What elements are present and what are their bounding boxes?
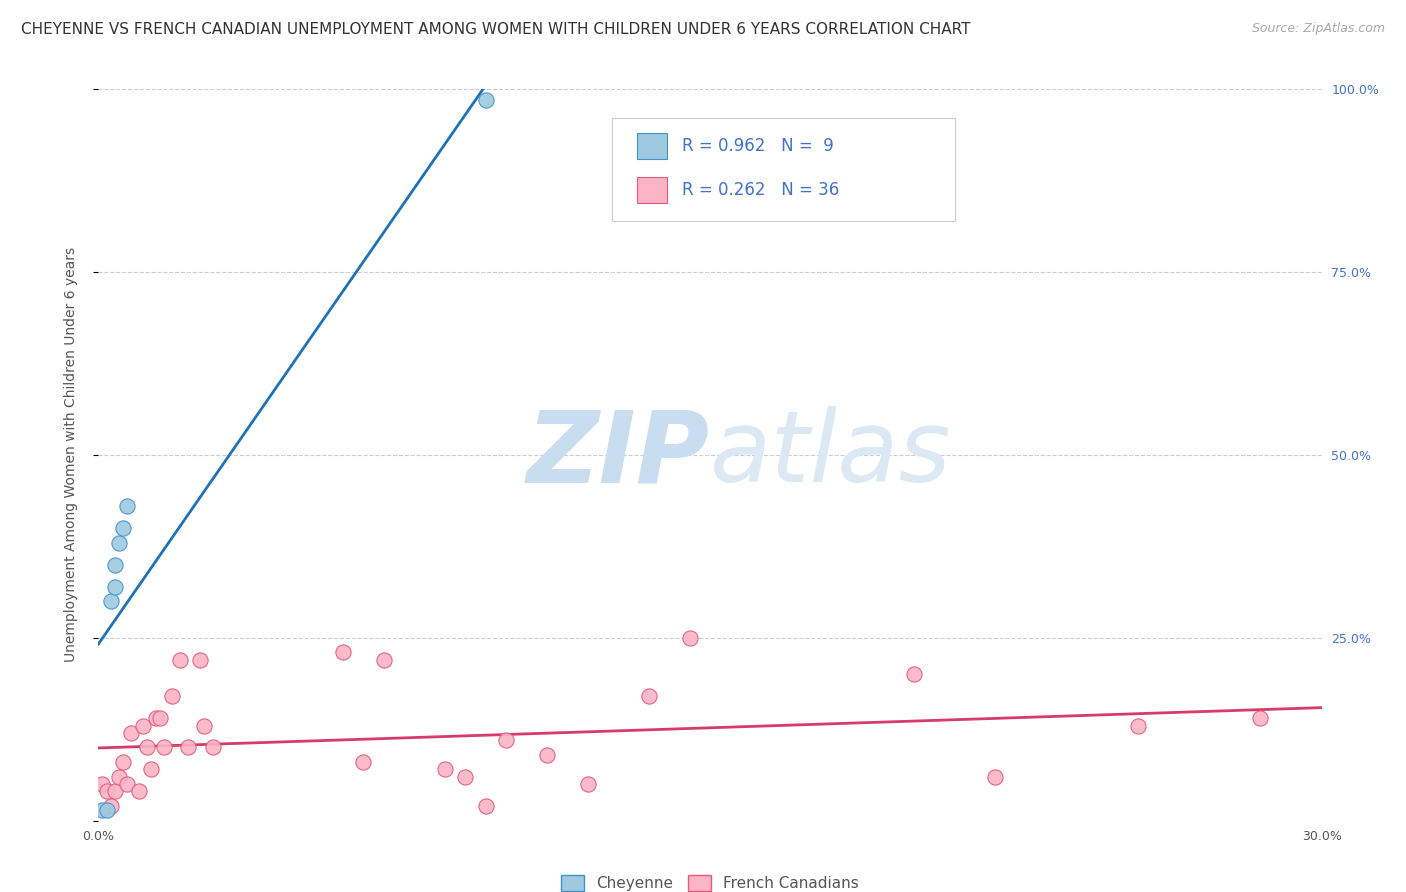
Point (91, 803, 114, 817)
Point (576, 777, 599, 791)
Point (188, 653, 212, 667)
Point (96, 784, 118, 798)
Point (145, 711, 167, 725)
Point (152, 740, 174, 755)
Point (495, 733, 517, 747)
Point (120, 726, 142, 740)
Text: ZIP: ZIP (527, 407, 710, 503)
Point (91, 777, 114, 791)
Point (128, 784, 150, 798)
Point (201, 740, 224, 755)
Point (108, 770, 131, 784)
Text: atlas: atlas (710, 407, 952, 503)
Point (454, 770, 477, 784)
Point (352, 755, 374, 769)
Y-axis label: Unemployment Among Women with Children Under 6 years: Unemployment Among Women with Children U… (63, 247, 77, 663)
Point (100, 594, 122, 608)
Point (111, 521, 134, 535)
Point (474, 93, 498, 107)
Point (1249, 711, 1271, 725)
Point (136, 740, 159, 755)
Legend: Cheyenne, French Canadians: Cheyenne, French Canadians (555, 869, 865, 892)
Point (141, 763, 163, 777)
Point (434, 763, 457, 777)
Point (1128, 718, 1150, 732)
Text: R = 0.962   N =  9: R = 0.962 N = 9 (682, 136, 834, 155)
Point (193, 718, 215, 732)
Point (984, 770, 1007, 784)
Point (115, 499, 138, 513)
Point (149, 711, 172, 725)
Point (160, 690, 183, 704)
Text: R = 0.262   N = 36: R = 0.262 N = 36 (682, 181, 839, 199)
Point (169, 653, 191, 667)
FancyBboxPatch shape (637, 133, 668, 159)
Point (638, 690, 661, 704)
Point (536, 747, 558, 762)
Point (132, 718, 155, 732)
Point (104, 558, 127, 572)
Point (96, 803, 118, 817)
FancyBboxPatch shape (637, 177, 668, 202)
Point (111, 755, 134, 769)
Point (373, 653, 395, 667)
Point (100, 799, 122, 814)
Point (104, 784, 127, 798)
Point (177, 740, 200, 755)
Point (332, 645, 354, 659)
Point (679, 631, 702, 645)
Point (108, 535, 131, 549)
Point (903, 667, 925, 681)
FancyBboxPatch shape (612, 119, 955, 221)
Text: CHEYENNE VS FRENCH CANADIAN UNEMPLOYMENT AMONG WOMEN WITH CHILDREN UNDER 6 YEARS: CHEYENNE VS FRENCH CANADIAN UNEMPLOYMENT… (21, 22, 970, 37)
Text: Source: ZipAtlas.com: Source: ZipAtlas.com (1251, 22, 1385, 36)
Point (104, 580, 127, 594)
Point (474, 799, 498, 814)
Point (115, 777, 138, 791)
